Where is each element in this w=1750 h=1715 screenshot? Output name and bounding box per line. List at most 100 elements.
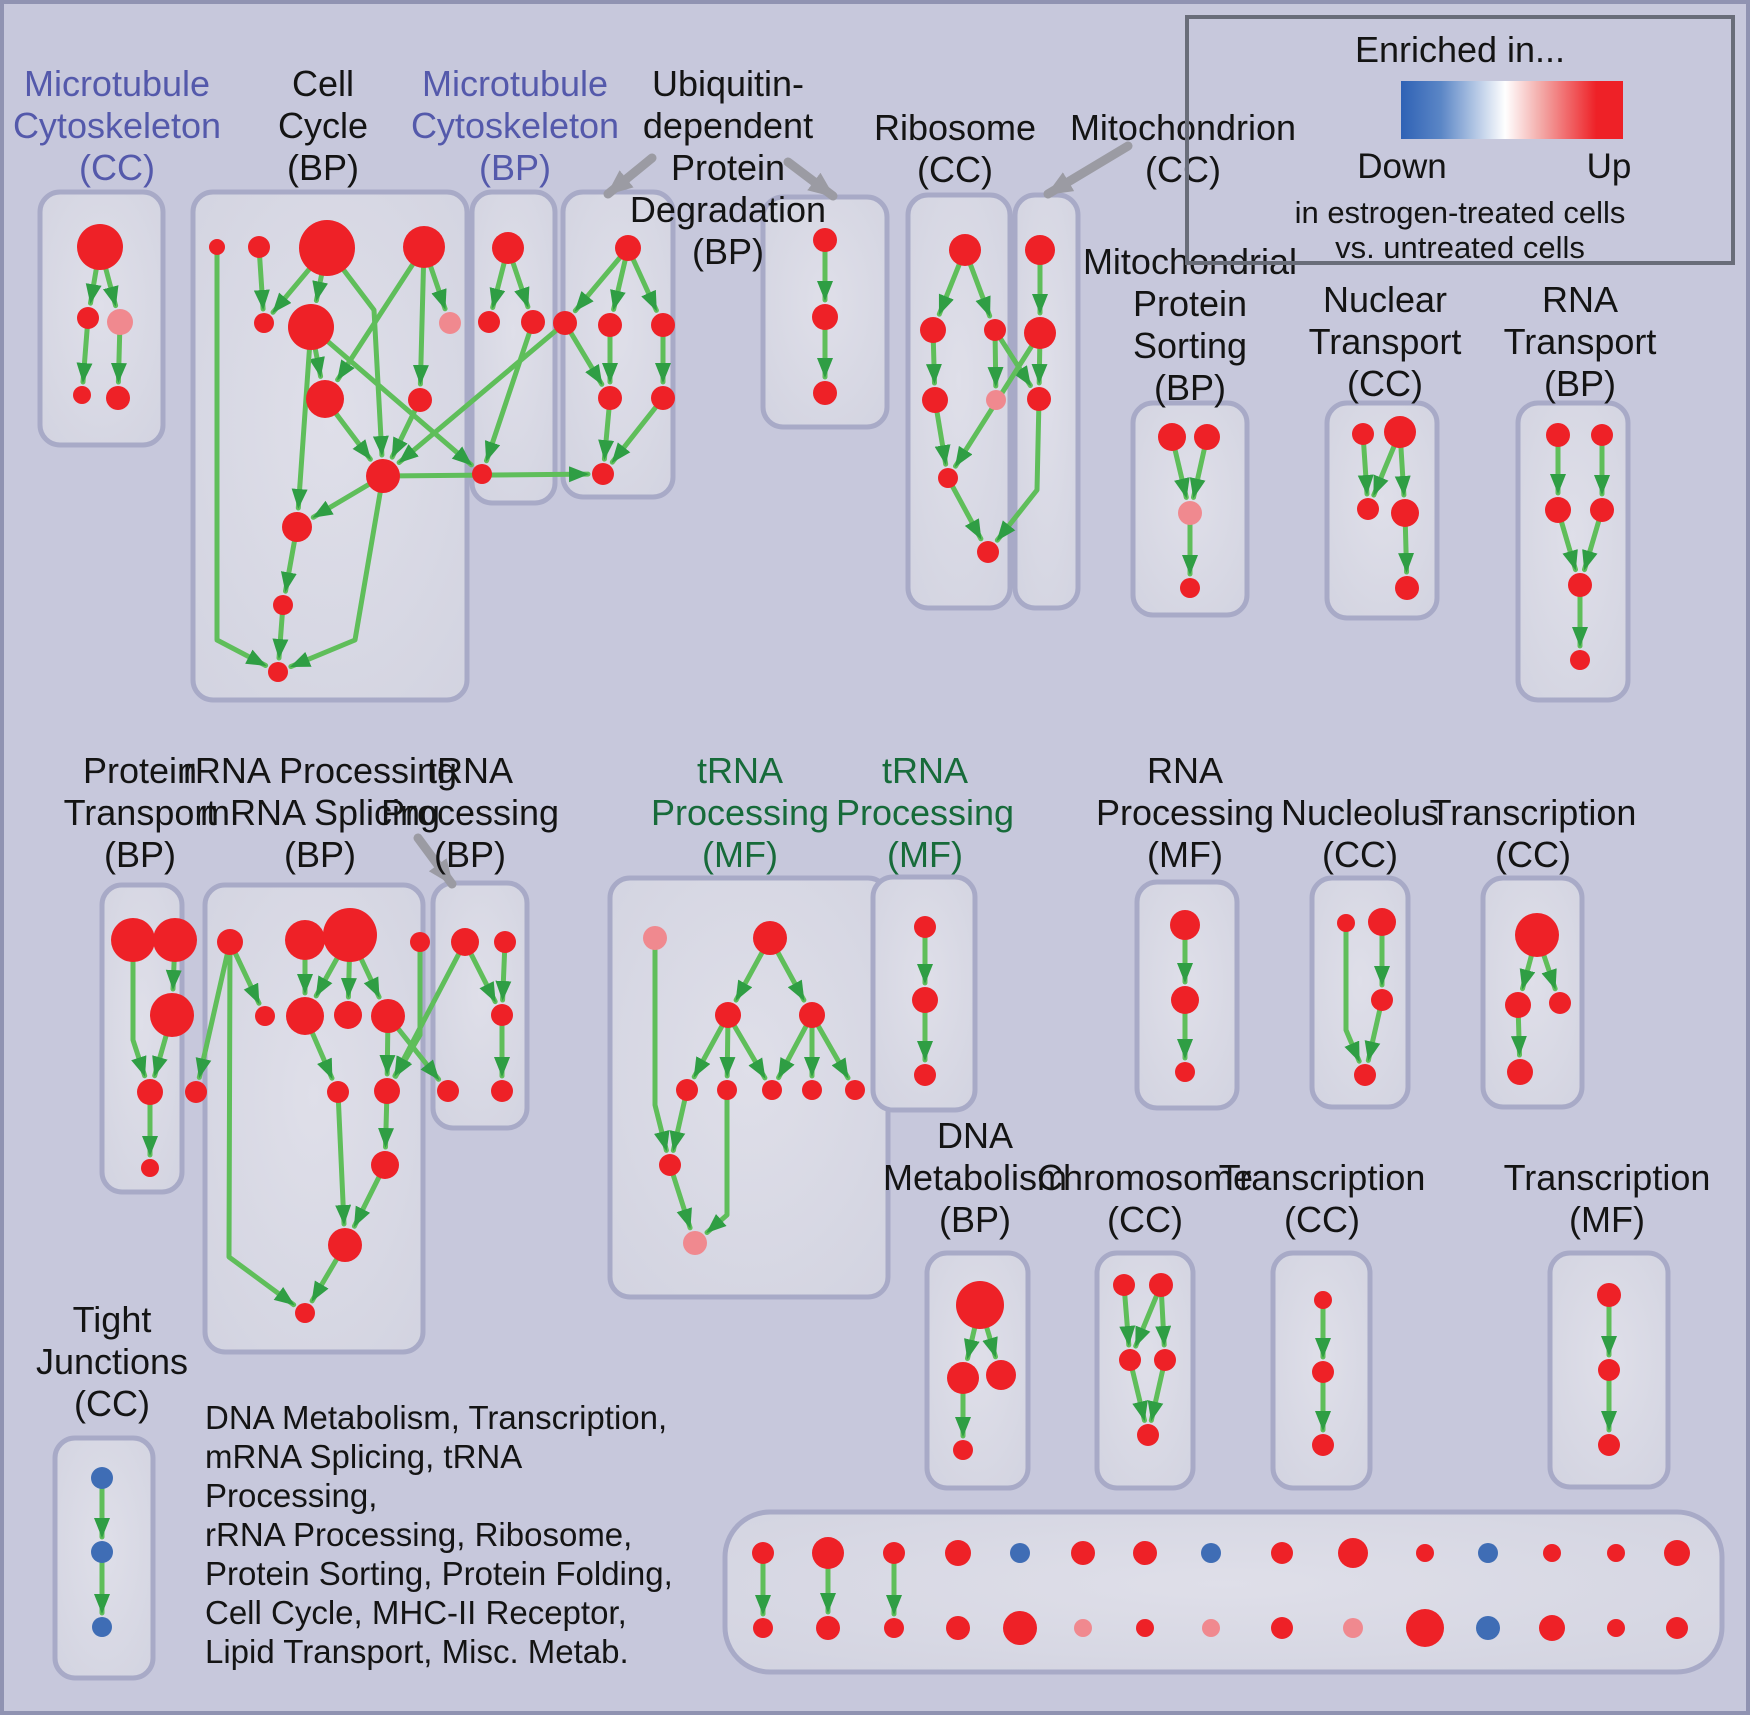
go-term-node-cell-cycle-11[interactable] xyxy=(273,595,293,615)
go-term-node-rrna-0[interactable] xyxy=(217,929,243,955)
go-term-node-trna-mf-1-8[interactable] xyxy=(845,1080,865,1100)
go-term-node-mitochondrion-1[interactable] xyxy=(1024,317,1056,349)
go-term-node-rna-transport-5[interactable] xyxy=(1570,650,1590,670)
go-term-node-misc-6[interactable] xyxy=(1133,1541,1157,1565)
go-term-node-trna-bp-2[interactable] xyxy=(491,1004,513,1026)
go-term-node-trna-mf-1-3[interactable] xyxy=(799,1002,825,1028)
go-term-node-mito-sorting-2[interactable] xyxy=(1178,501,1202,525)
go-term-node-ubiquitin-1-5[interactable] xyxy=(651,386,675,410)
go-term-node-rna-transport-1[interactable] xyxy=(1591,424,1613,446)
go-term-node-ubiquitin-1-3[interactable] xyxy=(651,313,675,337)
go-term-node-transcription-cc-1-0[interactable] xyxy=(1515,913,1559,957)
go-term-node-trna-mf-1-6[interactable] xyxy=(762,1080,782,1100)
go-term-node-rna-transport-3[interactable] xyxy=(1590,498,1614,522)
go-term-node-misc-12[interactable] xyxy=(1543,1544,1561,1562)
go-term-node-nuclear-transport-4[interactable] xyxy=(1395,576,1419,600)
go-term-node-cell-cycle-2[interactable] xyxy=(299,220,355,276)
go-term-node-mito-sorting-0[interactable] xyxy=(1158,423,1186,451)
go-term-node-nucleolus-0[interactable] xyxy=(1337,914,1355,932)
go-term-node-transcription-mf-2[interactable] xyxy=(1598,1434,1620,1456)
go-term-node-transcription-cc-1-2[interactable] xyxy=(1549,992,1571,1014)
go-term-node-mt-cc-4[interactable] xyxy=(106,386,130,410)
go-term-node-protein-transport-3[interactable] xyxy=(137,1079,163,1105)
go-term-node-misc-13[interactable] xyxy=(1607,1544,1625,1562)
go-term-node-misc-2[interactable] xyxy=(883,1542,905,1564)
go-term-node-misc-21[interactable] xyxy=(1136,1619,1154,1637)
go-term-node-misc-5[interactable] xyxy=(1071,1541,1095,1565)
go-term-node-dna-metabolism-0[interactable] xyxy=(956,1281,1004,1329)
go-term-node-misc-3[interactable] xyxy=(945,1540,971,1566)
go-term-node-dna-metabolism-1[interactable] xyxy=(947,1362,979,1394)
go-term-node-misc-20[interactable] xyxy=(1074,1619,1092,1637)
go-term-node-mt-bp-0[interactable] xyxy=(492,232,524,264)
go-term-node-transcription-mf-1[interactable] xyxy=(1598,1359,1620,1381)
go-term-node-ribosome-4[interactable] xyxy=(922,387,948,413)
go-term-node-misc-23[interactable] xyxy=(1271,1617,1293,1639)
go-term-node-protein-transport-1[interactable] xyxy=(153,918,197,962)
go-term-node-trna-mf-1-1[interactable] xyxy=(753,921,787,955)
go-term-node-tight-junctions-2[interactable] xyxy=(92,1617,112,1637)
go-term-node-cell-cycle-7[interactable] xyxy=(306,380,344,418)
go-term-node-mt-cc-2[interactable] xyxy=(107,309,133,335)
go-term-node-misc-19[interactable] xyxy=(1003,1611,1037,1645)
go-term-node-ribosome-6[interactable] xyxy=(977,541,999,563)
go-term-node-transcription-cc-1-1[interactable] xyxy=(1505,992,1531,1018)
go-term-node-misc-0[interactable] xyxy=(752,1542,774,1564)
go-term-node-rrna-11[interactable] xyxy=(328,1228,362,1262)
go-term-node-rna-processing-0[interactable] xyxy=(1170,910,1200,940)
go-term-node-rrna-7[interactable] xyxy=(371,999,405,1033)
go-term-node-trna-bp-1[interactable] xyxy=(494,931,516,953)
go-term-node-mito-sorting-1[interactable] xyxy=(1194,424,1220,450)
go-term-node-trna-mf-1-7[interactable] xyxy=(802,1080,822,1100)
go-term-node-nuclear-transport-0[interactable] xyxy=(1352,423,1374,445)
go-term-node-rna-transport-0[interactable] xyxy=(1546,423,1570,447)
go-term-node-trna-mf-2-0[interactable] xyxy=(914,916,936,938)
go-term-node-misc-22[interactable] xyxy=(1202,1619,1220,1637)
go-term-node-trna-mf-2-1[interactable] xyxy=(912,987,938,1013)
go-term-node-nuclear-transport-2[interactable] xyxy=(1357,498,1379,520)
go-term-node-cell-cycle-1[interactable] xyxy=(248,236,270,258)
go-term-node-tight-junctions-1[interactable] xyxy=(91,1541,113,1563)
go-term-node-cell-cycle-4[interactable] xyxy=(254,313,274,333)
go-term-node-nuclear-transport-3[interactable] xyxy=(1391,499,1419,527)
go-term-node-misc-10[interactable] xyxy=(1416,1544,1434,1562)
go-term-node-mt-cc-1[interactable] xyxy=(77,307,99,329)
go-term-node-cell-cycle-10[interactable] xyxy=(282,512,312,542)
go-term-node-trna-mf-1-2[interactable] xyxy=(715,1002,741,1028)
go-term-node-cell-cycle-0[interactable] xyxy=(209,239,225,255)
go-term-node-nucleolus-3[interactable] xyxy=(1354,1064,1376,1086)
go-term-node-ubiquitin-2-0[interactable] xyxy=(813,228,837,252)
go-term-node-mt-cc-3[interactable] xyxy=(73,386,91,404)
go-term-node-chromosome-1[interactable] xyxy=(1149,1273,1173,1297)
go-term-node-rrna-5[interactable] xyxy=(286,997,324,1035)
go-term-node-chromosome-4[interactable] xyxy=(1137,1424,1159,1446)
go-term-node-ribosome-0[interactable] xyxy=(949,234,981,266)
go-term-node-ubiquitin-1-2[interactable] xyxy=(598,313,622,337)
go-term-node-rrna-3[interactable] xyxy=(410,932,430,952)
go-term-node-mitochondrion-0[interactable] xyxy=(1025,235,1055,265)
go-term-node-ribosome-1[interactable] xyxy=(920,317,946,343)
go-term-node-misc-18[interactable] xyxy=(946,1616,970,1640)
go-term-node-transcription-cc-2-2[interactable] xyxy=(1312,1434,1334,1456)
go-term-node-rrna-1[interactable] xyxy=(285,920,325,960)
go-term-node-ubiquitin-1-0[interactable] xyxy=(615,235,641,261)
go-term-node-misc-25[interactable] xyxy=(1406,1609,1444,1647)
go-term-node-rrna-9[interactable] xyxy=(374,1078,400,1104)
go-term-node-misc-16[interactable] xyxy=(816,1616,840,1640)
go-term-node-trna-bp-4[interactable] xyxy=(491,1080,513,1102)
go-term-node-ribosome-2[interactable] xyxy=(984,319,1006,341)
go-term-node-ribosome-5[interactable] xyxy=(938,468,958,488)
go-term-node-protein-transport-4[interactable] xyxy=(185,1081,207,1103)
go-term-node-trna-mf-1-9[interactable] xyxy=(659,1154,681,1176)
go-term-node-ubiquitin-1-1[interactable] xyxy=(553,311,577,335)
go-term-node-transcription-cc-2-1[interactable] xyxy=(1312,1361,1334,1383)
go-term-node-ubiquitin-1-6[interactable] xyxy=(592,463,614,485)
go-term-node-rrna-4[interactable] xyxy=(255,1006,275,1026)
go-term-node-cell-cycle-12[interactable] xyxy=(268,662,288,682)
go-term-node-transcription-cc-2-0[interactable] xyxy=(1314,1291,1332,1309)
go-term-node-misc-11[interactable] xyxy=(1478,1543,1498,1563)
go-term-node-ubiquitin-1-4[interactable] xyxy=(598,386,622,410)
go-term-node-cell-cycle-3[interactable] xyxy=(403,226,445,268)
go-term-node-protein-transport-2[interactable] xyxy=(150,993,194,1037)
go-term-node-misc-14[interactable] xyxy=(1664,1540,1690,1566)
